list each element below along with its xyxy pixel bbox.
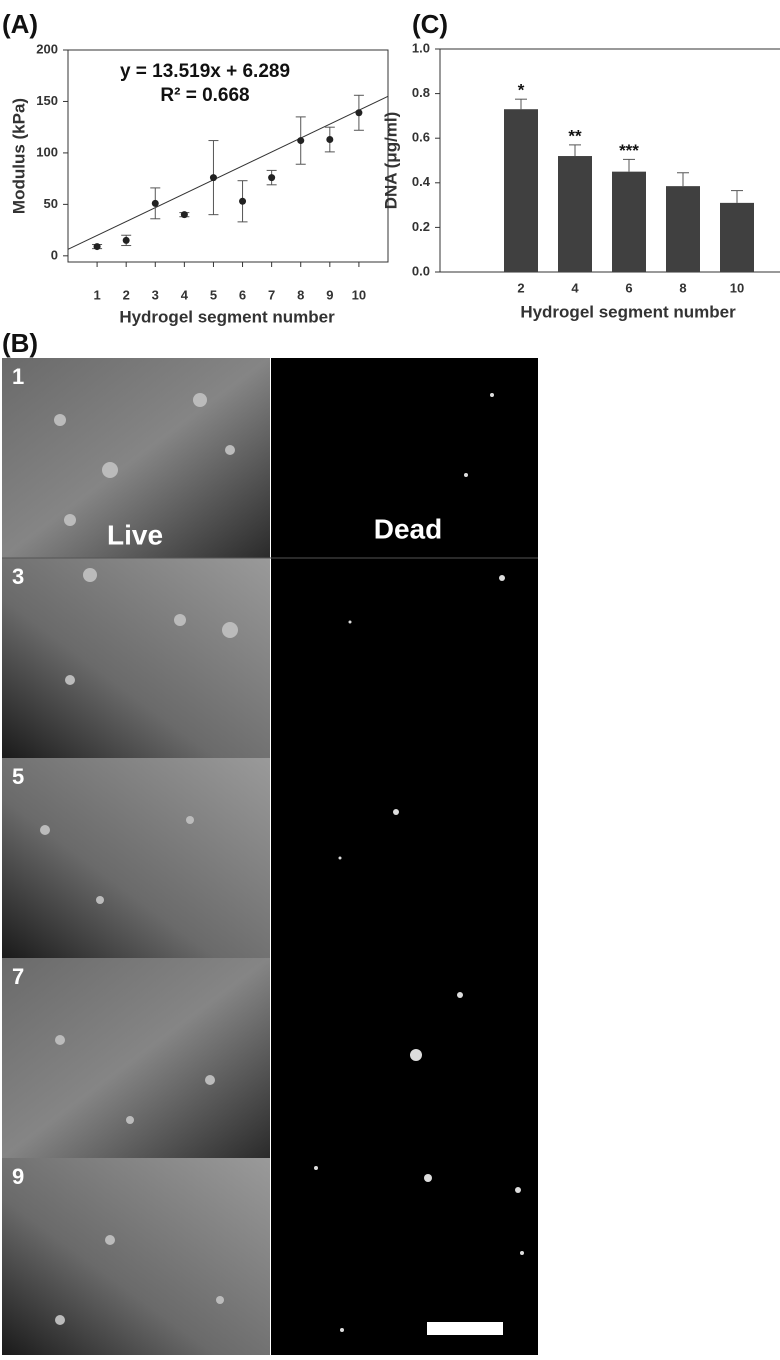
row-label: 7 xyxy=(12,964,24,989)
row-label: 3 xyxy=(12,564,24,589)
figure: (B) Live Dead 1 3 5 7 9 (A) Modulus (kPa) Hydro… xyxy=(0,0,780,1355)
x-tick-label: 9 xyxy=(326,287,333,302)
panel-label: (A) xyxy=(2,9,38,39)
x-tick-label: 6 xyxy=(625,280,632,295)
y-tick-label: 0.2 xyxy=(412,219,430,234)
x-tick-label: 4 xyxy=(571,280,579,295)
x-tick-label: 10 xyxy=(352,287,366,302)
x-axis-title: Hydrogel segment number xyxy=(520,302,736,321)
point xyxy=(268,174,275,181)
point xyxy=(210,174,217,181)
x-tick-label: 1 xyxy=(93,287,100,302)
live-image xyxy=(2,1158,270,1355)
live-image xyxy=(2,758,270,958)
x-tick-label: 4 xyxy=(181,287,189,302)
x-tick-label: 7 xyxy=(268,287,275,302)
x-tick-label: 3 xyxy=(152,287,159,302)
y-tick-label: 0 xyxy=(51,247,58,262)
y-tick-label: 1.0 xyxy=(412,40,430,55)
y-tick-label: 0.8 xyxy=(412,85,430,100)
annotation: y = 13.519x + 6.289 xyxy=(120,61,290,82)
annotation: R² = 0.668 xyxy=(160,85,249,106)
point xyxy=(94,243,101,250)
point xyxy=(297,137,304,144)
point xyxy=(123,237,130,244)
row-label: 5 xyxy=(12,764,24,789)
row-label: 9 xyxy=(12,1164,24,1189)
live-image xyxy=(2,958,270,1158)
y-tick-label: 100 xyxy=(36,144,58,159)
bar xyxy=(558,156,592,272)
bar xyxy=(666,186,700,272)
x-tick-label: 6 xyxy=(239,287,246,302)
x-tick-label: 8 xyxy=(297,287,304,302)
point xyxy=(355,109,362,116)
point xyxy=(152,200,159,207)
bar-label: ** xyxy=(568,126,582,145)
dead-label: Dead xyxy=(374,513,442,544)
live-image xyxy=(2,558,270,758)
x-tick-label: 2 xyxy=(517,280,524,295)
y-tick-label: 50 xyxy=(44,196,58,211)
row-label: 1 xyxy=(12,364,24,389)
panel-b-images xyxy=(2,358,538,1355)
bar xyxy=(612,172,646,272)
panel-label: (B) xyxy=(2,328,38,358)
y-tick-label: 150 xyxy=(36,93,58,108)
panel-label: (C) xyxy=(412,9,448,39)
fit-line xyxy=(68,96,388,249)
point xyxy=(239,198,246,205)
x-tick-label: 10 xyxy=(730,280,744,295)
bar xyxy=(720,203,754,272)
bar-label: * xyxy=(518,81,525,100)
x-tick-label: 5 xyxy=(210,287,217,302)
y-tick-label: 0.6 xyxy=(412,130,430,145)
y-axis-title: DNA (μg/ml) xyxy=(381,112,400,210)
y-axis-title: Modulus (kPa) xyxy=(9,98,28,214)
scale-bar xyxy=(427,1322,503,1335)
y-tick-label: 200 xyxy=(36,41,58,56)
point xyxy=(326,136,333,143)
bar-label: *** xyxy=(619,141,639,160)
x-axis-title: Hydrogel segment number xyxy=(119,307,335,326)
bar xyxy=(504,109,538,272)
point xyxy=(181,211,188,218)
x-tick-label: 8 xyxy=(679,280,686,295)
y-tick-label: 0.4 xyxy=(412,174,431,189)
live-label: Live xyxy=(107,519,163,550)
y-tick-label: 0.0 xyxy=(412,263,430,278)
x-tick-label: 2 xyxy=(123,287,130,302)
dead-image xyxy=(271,358,538,1355)
